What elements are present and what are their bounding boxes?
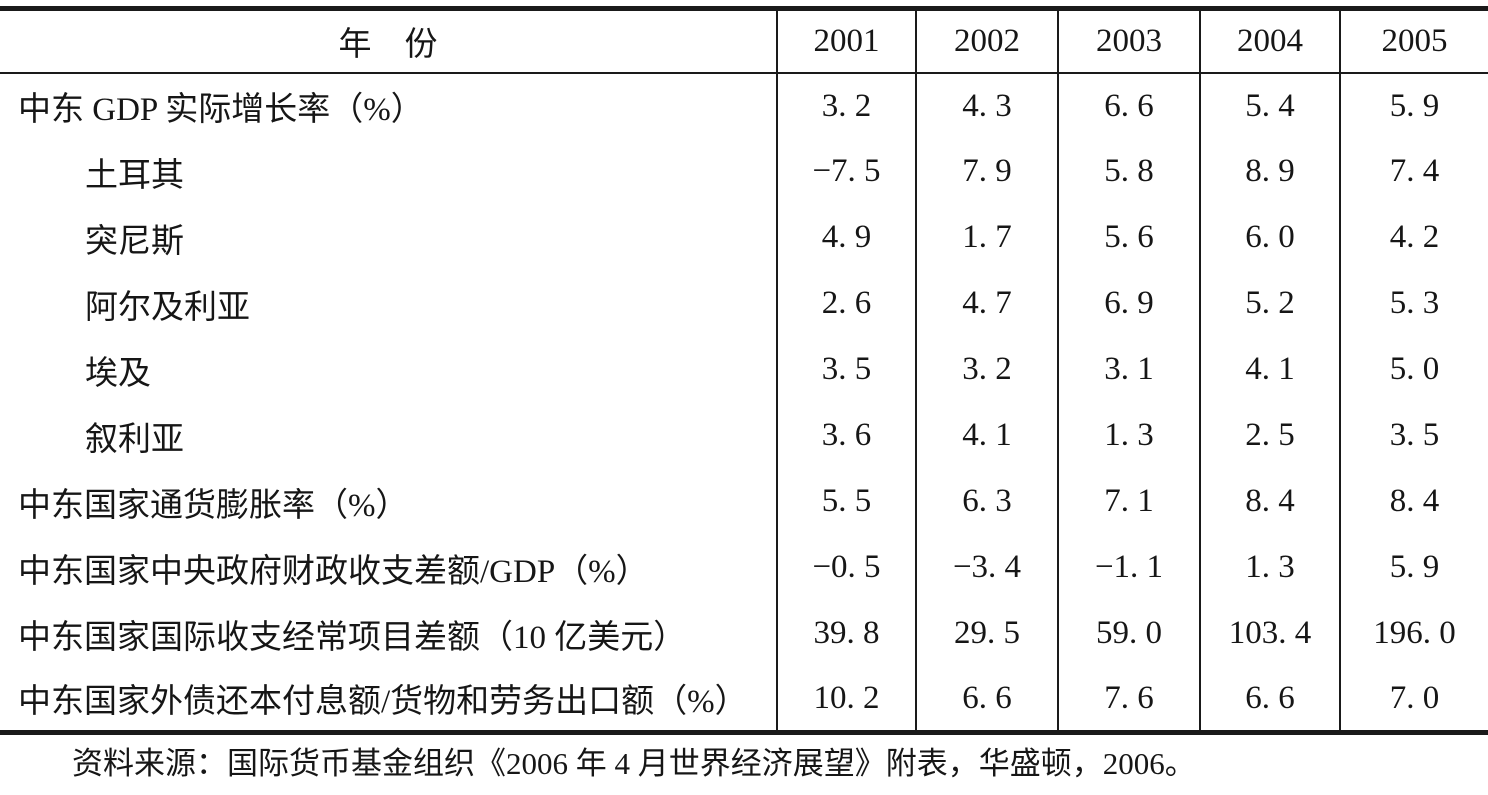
cell-value: 1. 3 (1199, 534, 1340, 601)
cell-value: 103. 4 (1199, 600, 1340, 667)
table-row-tunisia: 突尼斯 4. 9 1. 7 5. 6 6. 0 4. 2 (0, 204, 1488, 271)
row-label: 中东国家通货膨胀率（%） (18, 487, 409, 524)
cell-value: 7. 4 (1339, 138, 1488, 205)
cell-value: 5. 4 (1199, 72, 1340, 139)
cell-value: 4. 1 (1199, 336, 1340, 403)
cell-value: 3. 2 (915, 336, 1058, 403)
header-row: 年 份 2001 2002 2003 2004 2005 (0, 8, 1488, 74)
cell-value: 6. 6 (915, 666, 1058, 733)
cell-value: 6. 3 (915, 468, 1058, 535)
cell-value: 5. 5 (776, 468, 916, 535)
cell-value: 8. 9 (1199, 138, 1340, 205)
table-row-inflation: 中东国家通货膨胀率（%） 5. 5 6. 3 7. 1 8. 4 8. 4 (0, 468, 1488, 535)
cell-value: 2. 5 (1199, 402, 1340, 469)
year-header-label: 年 份 (0, 8, 777, 74)
row-label: 叙利亚 (85, 421, 184, 458)
cell-value: 196. 0 (1339, 600, 1488, 667)
table-row-debt-service: 中东国家外债还本付息额/货物和劳务出口额（%） 10. 2 6. 6 7. 6 … (0, 666, 1488, 733)
table-row-gdp-growth: 中东 GDP 实际增长率（%） 3. 2 4. 3 6. 6 5. 4 5. 9 (0, 72, 1488, 139)
cell-value: 5. 8 (1057, 138, 1200, 205)
table-row-algeria: 阿尔及利亚 2. 6 4. 7 6. 9 5. 2 5. 3 (0, 270, 1488, 337)
cell-value: 7. 1 (1057, 468, 1200, 535)
row-label: 埃及 (85, 355, 151, 392)
cell-value: 4. 7 (915, 270, 1058, 337)
cell-value: −7. 5 (776, 138, 916, 205)
cell-value: 6. 0 (1199, 204, 1340, 271)
cell-value: 3. 6 (776, 402, 916, 469)
cell-value: 4. 2 (1339, 204, 1488, 271)
cell-value: 5. 9 (1339, 72, 1488, 139)
cell-value: 6. 6 (1199, 666, 1340, 733)
year-column-2002: 2002 (915, 8, 1058, 74)
table-row-fiscal-balance: 中东国家中央政府财政收支差额/GDP（%） −0. 5 −3. 4 −1. 1 … (0, 534, 1488, 601)
cell-value: 1. 3 (1057, 402, 1200, 469)
cell-value: 7. 9 (915, 138, 1058, 205)
cell-value: 3. 5 (1339, 402, 1488, 469)
cell-value: 7. 0 (1339, 666, 1488, 733)
cell-value: −3. 4 (915, 534, 1058, 601)
cell-value: 3. 2 (776, 72, 916, 139)
cell-value: 5. 2 (1199, 270, 1340, 337)
year-column-2003: 2003 (1057, 8, 1200, 74)
cell-value: 3. 5 (776, 336, 916, 403)
row-label: 突尼斯 (85, 223, 184, 260)
cell-value: 8. 4 (1199, 468, 1340, 535)
row-label: 中东国家外债还本付息额/货物和劳务出口额（%） (18, 684, 748, 721)
cell-value: 4. 3 (915, 72, 1058, 139)
cell-value: 6. 9 (1057, 270, 1200, 337)
row-label: 中东国家国际收支经常项目差额（10 亿美元） (18, 619, 687, 656)
table-row-current-account: 中东国家国际收支经常项目差额（10 亿美元） 39. 8 29. 5 59. 0… (0, 600, 1488, 667)
cell-value: 8. 4 (1339, 468, 1488, 535)
cell-value: 29. 5 (915, 600, 1058, 667)
cell-value: 5. 0 (1339, 336, 1488, 403)
cell-value: 7. 6 (1057, 666, 1200, 733)
cell-value: 59. 0 (1057, 600, 1200, 667)
year-column-2004: 2004 (1199, 8, 1340, 74)
cell-value: 5. 6 (1057, 204, 1200, 271)
row-label: 中东国家中央政府财政收支差额/GDP（%） (18, 553, 649, 590)
cell-value: 5. 9 (1339, 534, 1488, 601)
cell-value: 39. 8 (776, 600, 916, 667)
table-row-syria: 叙利亚 3. 6 4. 1 1. 3 2. 5 3. 5 (0, 402, 1488, 469)
cell-value: 3. 1 (1057, 336, 1200, 403)
cell-value: 10. 2 (776, 666, 916, 733)
statistics-table: 年 份 2001 2002 2003 2004 2005 中东 GDP 实际增长… (0, 6, 1488, 735)
cell-value: 4. 9 (776, 204, 916, 271)
cell-value: −1. 1 (1057, 534, 1200, 601)
row-label: 阿尔及利亚 (85, 289, 250, 326)
cell-value: 2. 6 (776, 270, 916, 337)
cell-value: 1. 7 (915, 204, 1058, 271)
table-row-turkey: 土耳其 −7. 5 7. 9 5. 8 8. 9 7. 4 (0, 138, 1488, 205)
cell-value: 4. 1 (915, 402, 1058, 469)
source-note: 资料来源：国际货币基金组织《2006 年 4 月世界经济展望》附表，华盛顿，20… (72, 746, 1196, 781)
table-row-egypt: 埃及 3. 5 3. 2 3. 1 4. 1 5. 0 (0, 336, 1488, 403)
year-column-2005: 2005 (1339, 8, 1488, 74)
cell-value: 6. 6 (1057, 72, 1200, 139)
row-label: 土耳其 (85, 157, 184, 194)
year-column-2001: 2001 (776, 8, 916, 74)
cell-value: −0. 5 (776, 534, 916, 601)
cell-value: 5. 3 (1339, 270, 1488, 337)
document-page: 年 份 2001 2002 2003 2004 2005 中东 GDP 实际增长… (0, 6, 1488, 795)
row-label: 中东 GDP 实际增长率（%） (18, 92, 424, 128)
